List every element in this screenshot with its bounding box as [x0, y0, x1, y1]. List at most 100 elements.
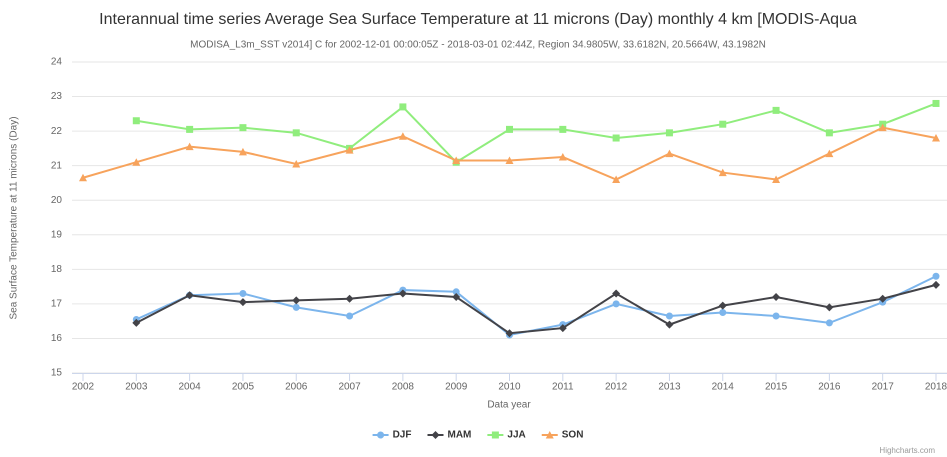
- y-tick-label: 21: [51, 160, 63, 171]
- legend-item[interactable]: DJF: [372, 430, 412, 441]
- x-tick-label: 2006: [285, 382, 308, 393]
- legend-label: SON: [562, 430, 584, 441]
- chart-subtitle: MODISA_L3m_SST v2014] C for 2002-12-01 0…: [190, 40, 766, 51]
- data-point: [719, 120, 727, 128]
- x-tick-label: 2013: [658, 382, 681, 393]
- data-point: [559, 125, 567, 133]
- data-point: [452, 292, 461, 301]
- data-point: [345, 294, 354, 303]
- legend-symbol: [491, 431, 499, 439]
- data-point: [239, 124, 247, 132]
- data-point: [825, 303, 834, 312]
- x-tick-label: 2010: [498, 382, 521, 393]
- data-point: [665, 320, 674, 329]
- data-point: [292, 159, 301, 168]
- x-tick-label: 2016: [818, 382, 841, 393]
- data-point: [612, 134, 620, 142]
- data-point: [398, 289, 407, 298]
- data-point: [239, 290, 247, 298]
- x-tick-label: 2008: [392, 382, 415, 393]
- data-point: [398, 132, 407, 140]
- x-tick-label: 2007: [338, 382, 361, 393]
- series-line: [135, 283, 937, 335]
- data-point: [932, 280, 940, 289]
- y-tick-label: 22: [51, 126, 63, 137]
- data-point: [292, 296, 301, 305]
- data-point: [665, 312, 673, 320]
- data-point: [932, 272, 940, 280]
- x-tick-label: 2015: [765, 382, 788, 393]
- data-point: [878, 123, 887, 132]
- legend-item[interactable]: MAM: [427, 430, 471, 441]
- y-axis-label: Sea Surface Temperature at 11 microns (D…: [9, 116, 20, 319]
- data-point: [238, 147, 247, 156]
- y-tick-label: 18: [51, 264, 63, 275]
- x-axis-label: Data year: [487, 400, 531, 411]
- data-point: [932, 99, 940, 107]
- data-point: [506, 125, 513, 133]
- series-line: [136, 102, 937, 164]
- legend-symbol: [377, 431, 385, 439]
- x-tick-label: 2011: [552, 382, 574, 393]
- y-tick-label: 23: [51, 91, 63, 102]
- data-point: [825, 149, 834, 158]
- y-tick-label: 20: [51, 195, 63, 206]
- data-point: [452, 156, 461, 164]
- data-point: [932, 134, 940, 142]
- data-point: [185, 291, 194, 300]
- data-point: [238, 298, 247, 307]
- legend-symbol: [431, 431, 440, 439]
- data-point: [665, 129, 673, 137]
- y-tick-label: 19: [51, 229, 63, 240]
- x-tick-label: 2002: [72, 382, 95, 393]
- data-point: [79, 173, 87, 182]
- data-point: [772, 292, 781, 301]
- data-point: [612, 300, 620, 308]
- data-point: [292, 303, 300, 311]
- y-tick-label: 24: [51, 57, 63, 68]
- data-point: [505, 156, 514, 164]
- x-tick-label: 2003: [125, 382, 148, 393]
- data-point: [878, 294, 887, 303]
- data-point: [132, 318, 141, 327]
- x-tick-label: 2014: [712, 382, 735, 393]
- legend-symbol: [545, 431, 554, 439]
- data-point: [185, 142, 194, 151]
- data-point: [292, 129, 300, 137]
- data-point: [612, 175, 621, 183]
- data-point: [719, 309, 727, 317]
- data-point: [505, 329, 514, 338]
- x-tick-label: 2004: [179, 382, 202, 393]
- data-point: [772, 106, 780, 114]
- x-tick-label: 2012: [605, 382, 628, 393]
- legend-item[interactable]: JJA: [487, 430, 526, 441]
- legend: DJF MAM JJA SON: [372, 430, 584, 441]
- legend-label: MAM: [447, 430, 471, 441]
- data-point: [718, 168, 727, 177]
- chart-title: Interannual time series Average Sea Surf…: [99, 11, 857, 28]
- data-point: [665, 149, 674, 158]
- data-point: [772, 312, 780, 320]
- data-point: [346, 312, 354, 320]
- y-tick-label: 17: [51, 299, 63, 310]
- data-point: [558, 153, 567, 161]
- series-line: [82, 126, 937, 181]
- data-point: [612, 289, 621, 298]
- data-point: [186, 125, 194, 133]
- legend-label: DJF: [393, 430, 412, 441]
- data-point: [558, 324, 567, 333]
- legend-item[interactable]: SON: [541, 430, 584, 441]
- data-point: [718, 301, 727, 310]
- credits: Highcharts.com: [879, 446, 935, 455]
- x-tick-label: 2018: [925, 382, 947, 393]
- data-point: [132, 117, 140, 125]
- data-point: [825, 319, 833, 327]
- data-point: [452, 288, 460, 296]
- y-tick-label: 15: [51, 368, 63, 379]
- x-tick-label: 2017: [872, 382, 895, 393]
- x-tick-label: 2005: [232, 382, 255, 393]
- data-point: [345, 146, 354, 154]
- legend-label: JJA: [507, 430, 525, 441]
- data-point: [772, 175, 781, 183]
